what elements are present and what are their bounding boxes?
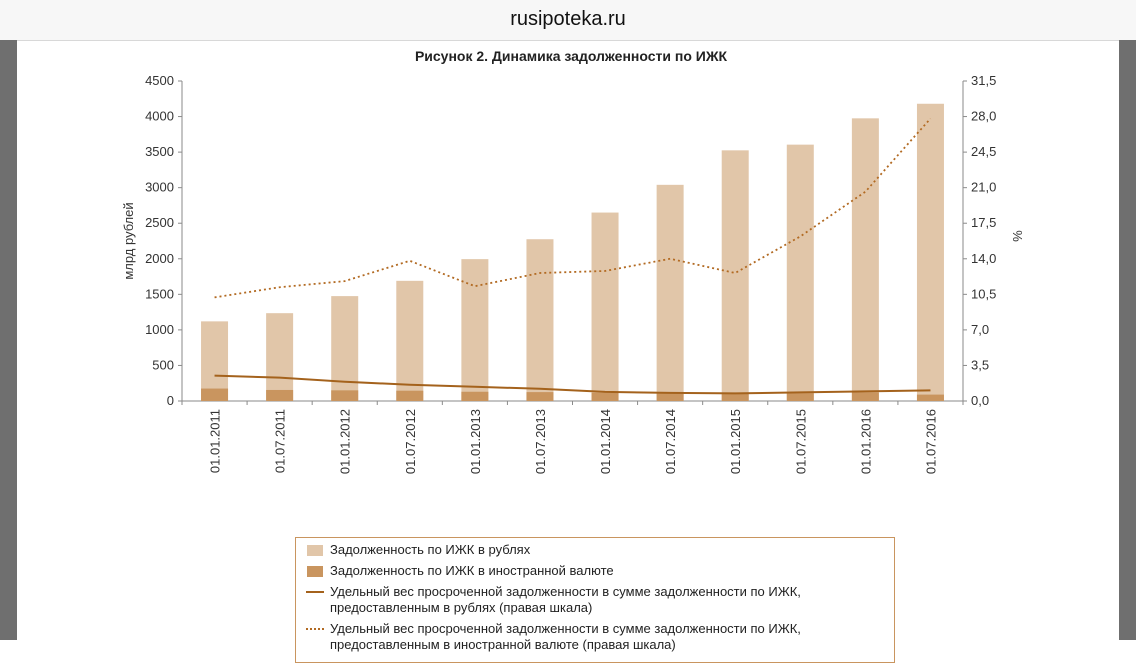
y2-tick-label: 10,5 xyxy=(971,286,996,301)
bar-fx xyxy=(201,388,229,401)
y2-axis-label: % xyxy=(1010,230,1025,242)
x-tick-label: 01.01.2015 xyxy=(728,409,743,474)
y-tick-label: 2500 xyxy=(145,215,174,230)
y-tick-label: 2000 xyxy=(145,251,174,266)
bar-rub xyxy=(591,212,619,401)
plot-area: 0 500 1000 1500 2000 2500 3000 3500 4000 4500 0,0 3… xyxy=(121,73,1025,474)
y-tick-label: 3000 xyxy=(145,180,174,195)
y2-tick-label: 17,5 xyxy=(971,215,996,230)
x-tick-label: 01.01.2014 xyxy=(598,409,613,474)
y-tick-label: 1000 xyxy=(145,322,174,337)
legend-swatch-fx xyxy=(307,565,323,577)
bar-rub xyxy=(266,313,294,401)
legend-label-overdue-rub: Удельный вес просроченной задолженности … xyxy=(330,584,801,615)
bar-rub xyxy=(461,259,489,401)
bar-fx xyxy=(266,389,294,401)
x-tick-label: 01.07.2013 xyxy=(533,409,548,474)
y-axis-label: млрд рублей xyxy=(121,202,136,279)
bar-fx xyxy=(461,391,489,401)
bar-fx xyxy=(721,393,749,401)
y2-tick-label: 28,0 xyxy=(971,109,996,124)
chart-page: Рисунок 2. Динамика задолженности по ИЖК… xyxy=(17,41,1119,663)
bar-rub xyxy=(916,103,944,401)
y2-tick-label: 7,0 xyxy=(971,322,989,337)
bar-fx xyxy=(396,390,424,401)
y2-tick-label: 31,5 xyxy=(971,73,996,88)
right-margin xyxy=(1119,40,1136,640)
x-tick-label: 01.01.2012 xyxy=(338,409,353,474)
bar-fx xyxy=(591,392,619,401)
y-tick-label: 500 xyxy=(152,357,174,372)
bar-fx xyxy=(786,393,814,401)
bar-rub xyxy=(201,321,229,401)
x-tick-label: 01.07.2014 xyxy=(663,409,678,474)
bar-rub xyxy=(331,296,359,401)
legend-label-fx: Задолженность по ИЖК в иностранной валют… xyxy=(330,563,614,578)
y2-tick-label: 21,0 xyxy=(971,180,996,195)
y2-tick-label: 24,5 xyxy=(971,144,996,159)
x-tick-label: 01.07.2015 xyxy=(793,409,808,474)
url-text: rusipoteka.ru xyxy=(510,8,626,30)
x-tick-label: 01.01.2016 xyxy=(858,409,873,474)
legend-label-overdue-fx: Удельный вес просроченной задолженности … xyxy=(330,621,801,652)
y-tick-label: 1500 xyxy=(145,286,174,301)
chart-legend: Задолженность по ИЖК в рублях Задолженно… xyxy=(295,537,895,663)
x-tick-label: 01.07.2012 xyxy=(403,409,418,474)
bar-rub xyxy=(526,239,554,401)
legend-item-fx: Задолженность по ИЖК в иностранной валют… xyxy=(306,563,884,579)
legend-line-solid xyxy=(306,591,324,593)
chart: Рисунок 2. Динамика задолженности по ИЖК… xyxy=(121,48,1025,474)
bar-rub xyxy=(851,118,879,401)
x-tick-label: 01.07.2016 xyxy=(923,409,938,474)
bar-rub xyxy=(721,150,749,401)
bar-rub xyxy=(396,280,424,401)
bar-rub xyxy=(786,144,814,401)
chart-title: Рисунок 2. Динамика задолженности по ИЖК xyxy=(415,48,728,64)
y-tick-label: 4500 xyxy=(145,73,174,88)
line-overdue-fx xyxy=(214,117,932,299)
bar-rub xyxy=(656,184,684,401)
left-margin xyxy=(0,40,17,640)
legend-label-rub: Задолженность по ИЖК в рублях xyxy=(330,542,531,557)
y2-tick-label: 0,0 xyxy=(971,393,989,408)
line-overdue-rub xyxy=(214,374,931,395)
y-tick-label: 0 xyxy=(167,393,174,408)
x-tick-label: 01.01.2013 xyxy=(468,409,483,474)
y-tick-label: 3500 xyxy=(145,144,174,159)
legend-line-dotted xyxy=(306,628,324,630)
legend-item-rub: Задолженность по ИЖК в рублях xyxy=(306,542,884,558)
x-tick-label: 01.01.2011 xyxy=(208,409,223,473)
x-tick-label: 01.07.2011 xyxy=(273,409,288,473)
legend-item-overdue-fx: Удельный вес просроченной задолженности … xyxy=(306,621,884,653)
y2-tick-label: 3,5 xyxy=(971,357,989,372)
y-tick-label: 4000 xyxy=(145,109,174,124)
bar-fx xyxy=(656,393,684,401)
legend-swatch-rub xyxy=(307,544,323,556)
bar-fx xyxy=(916,394,944,401)
browser-address-bar[interactable]: rusipoteka.ru xyxy=(0,0,1136,41)
y2-tick-label: 14,0 xyxy=(971,251,996,266)
bar-fx xyxy=(851,392,879,401)
bar-fx xyxy=(526,392,554,401)
legend-item-overdue-rub: Удельный вес просроченной задолженности … xyxy=(306,584,884,616)
bar-fx xyxy=(331,390,359,401)
